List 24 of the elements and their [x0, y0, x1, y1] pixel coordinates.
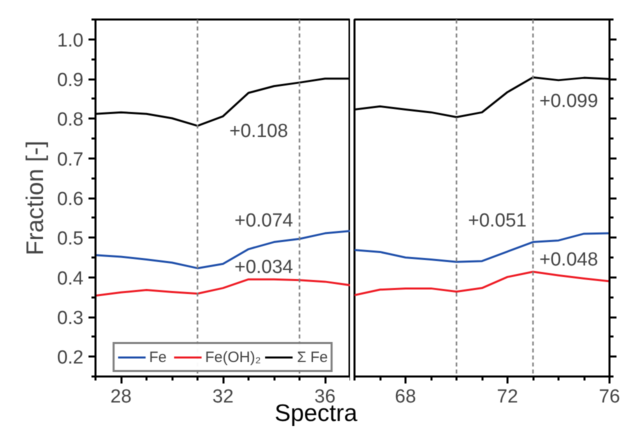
y-tick-label: 0.7: [57, 149, 84, 170]
y-tick-label: 0.8: [57, 110, 84, 131]
legend-label: Fe: [149, 348, 168, 366]
y-axis-title: Fraction [-]: [22, 140, 50, 256]
x-tick-label: 76: [598, 386, 620, 408]
annotation: +0.048: [539, 250, 598, 271]
y-tick-label: 0.4: [57, 268, 84, 290]
annotation: +0.034: [234, 256, 294, 278]
x-tick-label: 72: [496, 386, 518, 408]
x-tick-label: 28: [110, 386, 132, 408]
legend-label: Σ Fe: [296, 348, 328, 366]
annotation: +0.051: [468, 210, 527, 232]
annotation: +0.074: [234, 210, 294, 232]
y-tick-label: 0.5: [57, 228, 84, 250]
y-tick-label: 0.2: [57, 348, 84, 369]
annotation: +0.099: [539, 90, 598, 112]
y-tick-label: 0.9: [57, 70, 84, 91]
y-tick-label: 1.0: [57, 30, 84, 52]
y-tick-label: 0.3: [57, 308, 84, 329]
x-tick-label: 68: [394, 386, 416, 408]
x-tick-label: 32: [212, 386, 234, 408]
y-tick-label: 0.6: [57, 189, 84, 210]
legend-label: Fe(OH)₂: [205, 348, 261, 366]
annotation: +0.108: [229, 121, 288, 142]
